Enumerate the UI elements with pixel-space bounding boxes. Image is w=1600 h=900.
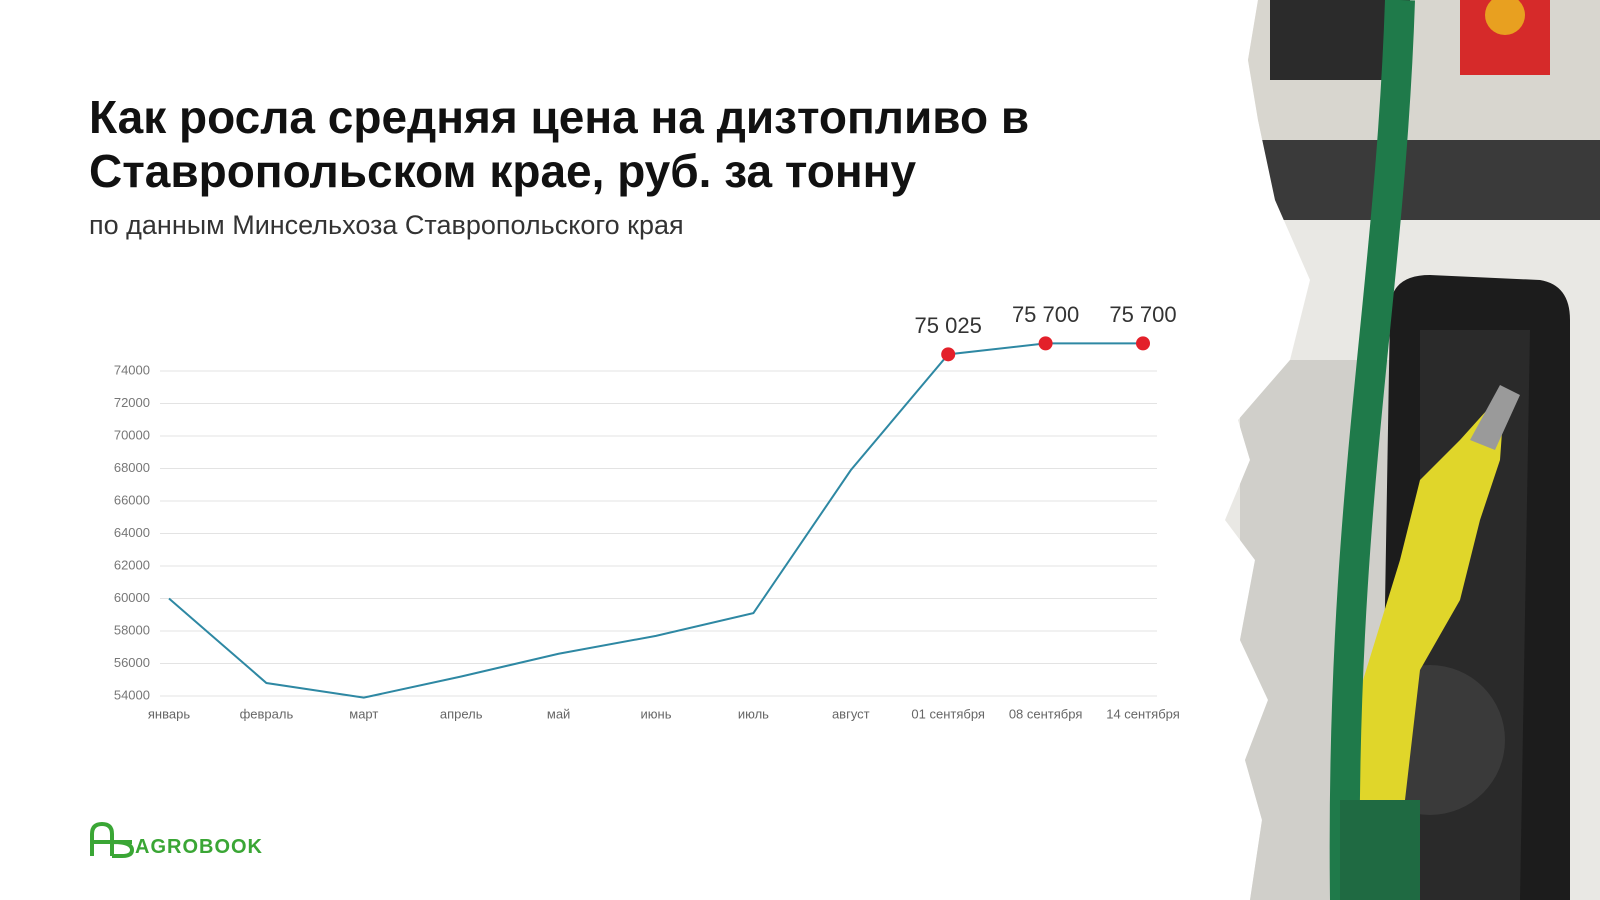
x-tick-label: 01 сентября xyxy=(911,706,985,721)
x-tick-label: февраль xyxy=(240,706,294,721)
y-tick-label: 72000 xyxy=(114,395,150,410)
y-tick-label: 60000 xyxy=(114,590,150,605)
y-tick-label: 56000 xyxy=(114,655,150,670)
x-tick-label: июль xyxy=(738,706,769,721)
y-tick-label: 68000 xyxy=(114,460,150,475)
chart-subtitle: по данным Минсельхоза Ставропольского кр… xyxy=(89,210,684,240)
photo-content xyxy=(1225,0,1600,900)
y-tick-label: 74000 xyxy=(114,362,150,377)
y-tick-label: 58000 xyxy=(114,622,150,637)
x-tick-label: август xyxy=(832,706,870,721)
chart-title: Как росла средняя цена на дизтопливо в С… xyxy=(89,91,1030,197)
x-tick-label: апрель xyxy=(440,706,483,721)
brand-logo: AGROBOOK xyxy=(135,836,263,858)
data-label: 75 025 xyxy=(915,313,982,338)
y-tick-label: 54000 xyxy=(114,687,150,702)
x-tick-label: январь xyxy=(148,706,190,721)
y-tick-label: 62000 xyxy=(114,557,150,572)
y-tick-label: 66000 xyxy=(114,492,150,507)
x-tick-label: июнь xyxy=(641,706,672,721)
marker xyxy=(1038,336,1053,351)
x-tick-label: 08 сентября xyxy=(1009,706,1083,721)
marker xyxy=(1136,336,1150,351)
x-tick-label: 14 сентября xyxy=(1106,706,1180,721)
line xyxy=(168,342,1143,699)
data-label: 75 700 xyxy=(1012,302,1079,327)
y-tick-label: 70000 xyxy=(114,427,150,442)
x-tick-label: март xyxy=(349,706,378,721)
x-tick-label: май xyxy=(547,706,570,721)
marker xyxy=(941,347,956,362)
logo-icon xyxy=(90,821,135,858)
data-label: 75 700 xyxy=(1109,302,1176,327)
y-tick-label: 64000 xyxy=(114,525,150,540)
